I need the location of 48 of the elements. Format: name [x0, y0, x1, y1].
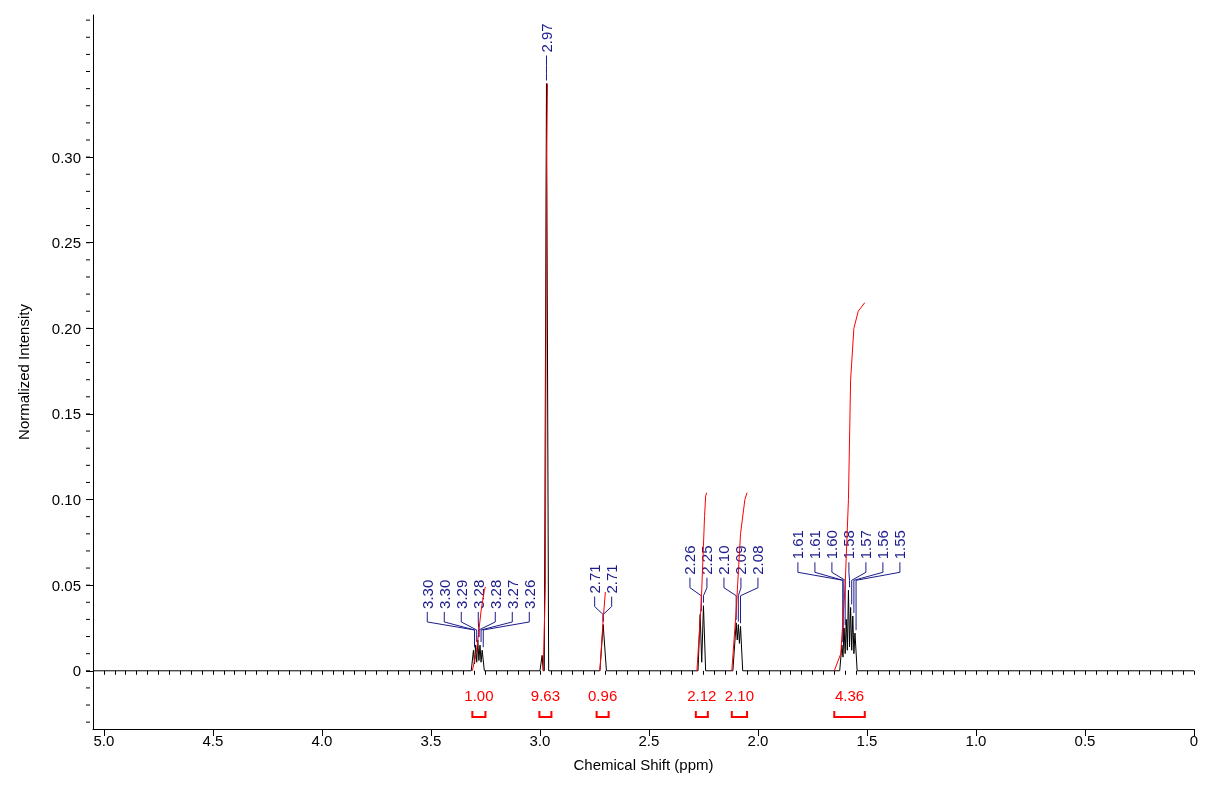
annotation: 1.58 — [840, 530, 858, 560]
annotation: 9.63 — [530, 686, 560, 704]
annotation: 0.96 — [588, 686, 618, 704]
x-tick-label: 3.5 — [420, 732, 442, 749]
annotation: 2.08 — [749, 545, 767, 575]
annotation: 2.09 — [732, 545, 750, 575]
x-tick-label: 5.0 — [93, 732, 115, 749]
y-tick-label: 0.05 — [51, 576, 81, 594]
y-tick-label: 0.10 — [51, 491, 81, 509]
annotation: 3.28 — [469, 579, 487, 609]
annotation: 1.61 — [806, 530, 824, 560]
annotation: 2.10 — [724, 686, 755, 704]
annotation: 4.36 — [834, 686, 865, 704]
annotation: 3.27 — [503, 579, 521, 609]
annotation: 1.00 — [464, 686, 494, 704]
x-axis-title: Chemical Shift (ppm) — [573, 756, 714, 773]
x-tick-label: 1.0 — [965, 732, 987, 749]
y-tick-label: 0.30 — [51, 148, 81, 166]
x-tick-label: 4.0 — [311, 732, 333, 749]
x-tick-label: 1.5 — [856, 732, 878, 749]
annotation: 2.71 — [603, 564, 621, 594]
x-tick-label: 3.0 — [529, 732, 551, 749]
annotation: 2.10 — [715, 545, 733, 575]
annotation: 1.60 — [823, 530, 841, 560]
x-tick-label: 0 — [1189, 732, 1199, 749]
annotation: 2.71 — [586, 564, 604, 594]
y-tick-label: 0.20 — [51, 319, 81, 337]
y-tick-label: 0 — [72, 662, 81, 680]
x-tick-label: 2.5 — [638, 732, 660, 749]
annotation: 1.55 — [891, 530, 909, 560]
annotation: 2.26 — [681, 545, 699, 575]
y-tick-label: 0.25 — [51, 234, 81, 252]
x-tick-label: 2.0 — [747, 732, 769, 749]
annotation: 1.56 — [874, 530, 892, 560]
annotation: 1.61 — [789, 530, 807, 560]
annotation: 2.25 — [698, 545, 716, 575]
annotation: 1.57 — [857, 530, 875, 560]
x-tick-label: 0.5 — [1074, 732, 1096, 749]
annotation: 3.30 — [418, 579, 436, 609]
annotation: 3.29 — [452, 579, 470, 609]
annotation: 3.26 — [520, 579, 538, 609]
y-tick-label: 0.15 — [51, 405, 81, 423]
annotation: 2.97 — [537, 23, 555, 53]
x-tick-label: 4.5 — [202, 732, 224, 749]
annotation: 2.12 — [687, 686, 717, 704]
annotation: 3.30 — [435, 579, 453, 609]
y-axis-title: Normalized Intensity — [15, 303, 32, 440]
annotation: 3.28 — [486, 579, 504, 609]
